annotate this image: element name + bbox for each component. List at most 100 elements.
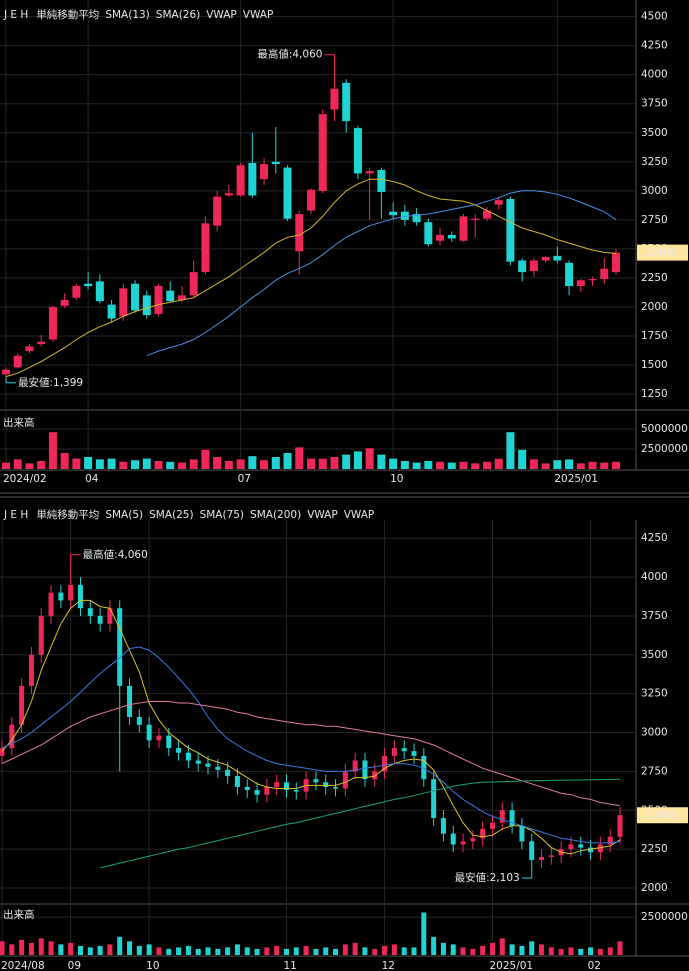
volume-tick-label: 2500000: [641, 911, 688, 923]
volume-bar: [156, 947, 162, 955]
y-tick-label: 3500: [641, 127, 668, 139]
candle-body: [576, 280, 585, 287]
legend-entry: VWAP: [344, 509, 375, 521]
candle-body: [553, 255, 562, 261]
volume-bar: [225, 947, 231, 955]
candle-body: [342, 82, 351, 122]
candle-body: [37, 341, 46, 345]
volume-bar: [131, 460, 140, 469]
volume-bar: [400, 461, 409, 469]
candle-body: [205, 763, 211, 767]
candle-body: [509, 810, 515, 826]
candle-body: [353, 128, 362, 174]
volume-bar: [431, 936, 437, 955]
volume-bar: [365, 448, 374, 469]
volume-bar: [568, 947, 574, 955]
ticker: J E H: [3, 509, 28, 521]
volume-bar: [424, 461, 433, 469]
candle-body: [244, 786, 250, 791]
legend-entry: SMA(25): [149, 509, 193, 521]
y-tick-label: 2000: [641, 882, 668, 894]
volume-bar: [578, 948, 584, 955]
candle-body: [107, 304, 116, 319]
volume-bar: [459, 461, 468, 469]
ma-line: [99, 778, 621, 869]
y-tick-label: 3750: [641, 98, 668, 110]
candle-body: [166, 735, 172, 749]
candle-body: [2, 369, 10, 375]
candle-body: [607, 836, 613, 845]
candle-body: [421, 755, 427, 780]
y-tick-label: 3250: [641, 156, 668, 168]
candle-body: [293, 790, 299, 792]
x-tick-label: 02: [588, 960, 601, 971]
ma-line: [146, 190, 617, 357]
volume-bar: [28, 942, 34, 955]
volume-bar: [177, 462, 186, 469]
volume-bar: [244, 947, 250, 955]
candle-body: [471, 218, 480, 220]
legend-entry: SMA(75): [200, 509, 244, 521]
volume-bar: [224, 461, 233, 469]
volume-bar: [391, 944, 397, 955]
candle-body: [440, 818, 446, 834]
candle-body: [372, 771, 378, 780]
volume-bar: [607, 947, 613, 955]
x-tick-label: 12: [382, 960, 395, 971]
candle-body: [499, 810, 505, 823]
volume-bar: [295, 447, 304, 469]
candle-body: [323, 782, 329, 787]
volume-bar: [411, 947, 417, 955]
y-tick-label: 4250: [641, 40, 668, 52]
candle-body: [127, 685, 133, 717]
candle-body: [612, 252, 620, 273]
y-tick-label: 1500: [641, 359, 668, 371]
volume-bar: [154, 461, 163, 469]
candle-body: [107, 608, 113, 624]
volume-bar: [107, 944, 113, 955]
candle-body: [401, 748, 407, 752]
y-tick-label: 2000: [641, 301, 668, 313]
candle-body: [48, 306, 57, 340]
candle-body: [565, 262, 574, 287]
volume-bar: [600, 462, 609, 469]
legend-entry: SMA(5): [105, 509, 143, 521]
volume-bar: [97, 945, 103, 955]
candle-body: [156, 735, 162, 741]
y-tick-label: 3500: [641, 649, 668, 661]
volume-bar: [127, 941, 133, 955]
candle-body: [382, 755, 388, 772]
volume-bar: [482, 461, 491, 469]
candle-body: [215, 766, 221, 770]
candle-body: [58, 592, 64, 601]
candle-body: [19, 685, 25, 725]
last-price-label: 2,468: [646, 809, 676, 821]
candle-body: [568, 844, 574, 850]
candle-body: [494, 200, 503, 205]
candle-body: [283, 167, 292, 219]
volume-bar: [68, 942, 74, 955]
volume-bar: [494, 458, 503, 469]
volume-bar: [185, 945, 191, 955]
candle-body: [136, 716, 142, 725]
volume-bar: [142, 458, 151, 469]
candle-body: [318, 114, 327, 191]
candle-body: [459, 216, 468, 241]
volume-bar: [58, 944, 64, 955]
volume-bar: [48, 941, 54, 955]
volume-bar: [248, 456, 257, 469]
y-tick-label: 3000: [641, 727, 668, 739]
candle-body: [9, 724, 15, 749]
annotation-leader: [5, 376, 16, 384]
volume-bar: [13, 459, 22, 469]
volume-bar: [205, 947, 211, 955]
volume-bar: [372, 948, 378, 955]
x-tick-label: 2024/02: [3, 473, 47, 485]
volume-bar: [509, 944, 515, 955]
indicator-label: 単純移動平均: [36, 508, 99, 521]
volume-bar: [136, 945, 142, 955]
volume-bar: [0, 941, 5, 955]
volume-bar: [412, 462, 421, 469]
volume-bar: [107, 458, 116, 469]
